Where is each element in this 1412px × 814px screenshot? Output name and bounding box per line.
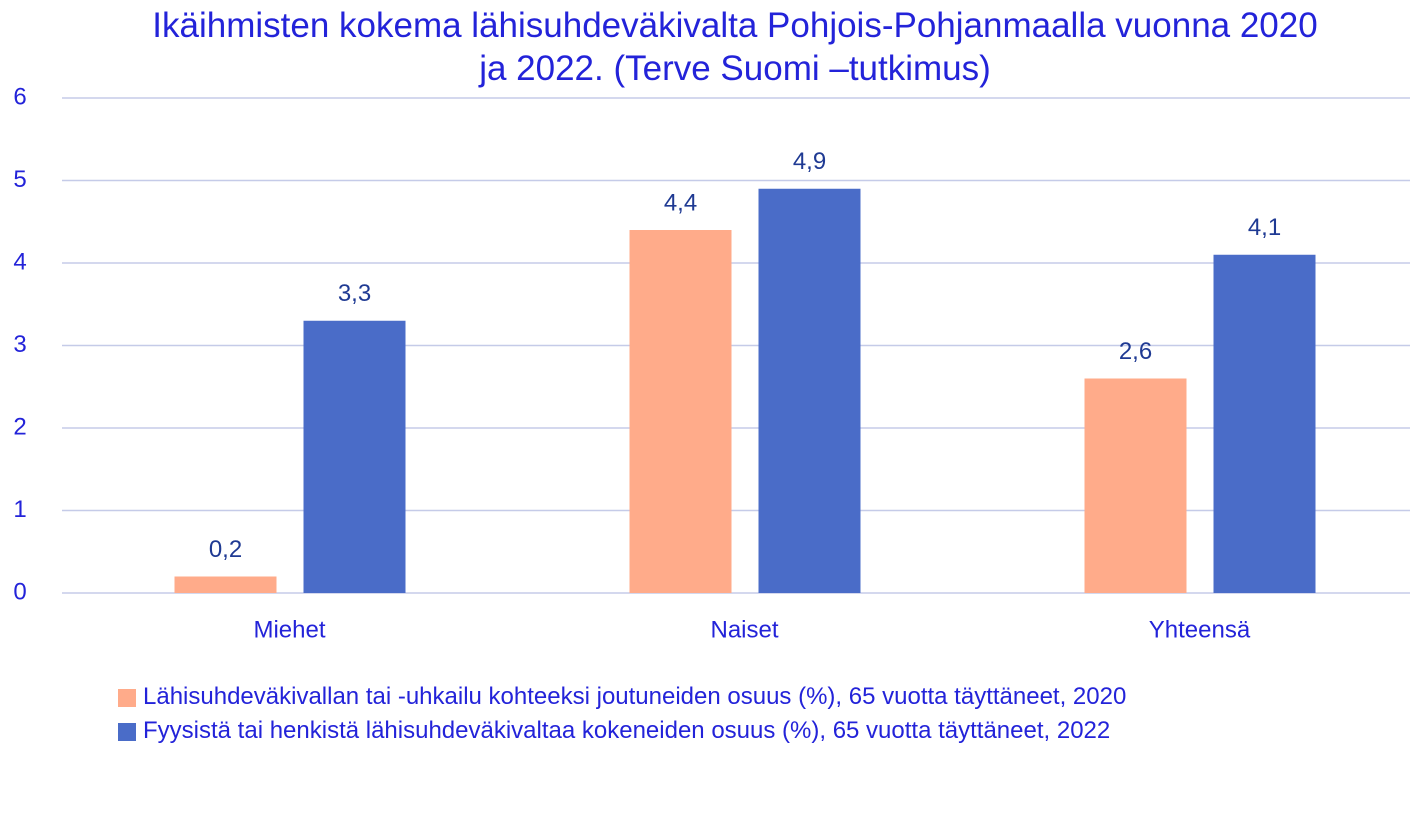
legend-swatch bbox=[118, 689, 136, 707]
chart-title: Ikäihmisten kokema lähisuhdeväkivalta Po… bbox=[152, 6, 1318, 88]
legend-label: Lähisuhdeväkivallan tai -uhkailu kohteek… bbox=[143, 683, 1127, 710]
bar bbox=[303, 320, 406, 593]
y-tick-label: 4 bbox=[13, 248, 26, 275]
y-tick-label: 1 bbox=[13, 496, 26, 523]
x-tick-label: Yhteensä bbox=[1149, 616, 1251, 643]
legend-swatch bbox=[118, 723, 136, 741]
data-label: 4,1 bbox=[1248, 214, 1281, 241]
y-tick-label: 0 bbox=[13, 578, 26, 605]
bar bbox=[174, 576, 277, 593]
x-tick-label: Naiset bbox=[710, 616, 778, 643]
legend: Lähisuhdeväkivallan tai -uhkailu kohteek… bbox=[118, 680, 1378, 748]
y-tick-label: 5 bbox=[13, 166, 26, 193]
bar bbox=[758, 188, 861, 593]
bar bbox=[629, 230, 732, 593]
legend-entry: Fyysistä tai henkistä lähisuhdeväkivalta… bbox=[118, 714, 1378, 748]
data-label: 0,2 bbox=[209, 536, 242, 563]
bar bbox=[1213, 254, 1316, 593]
y-tick-label: 2 bbox=[13, 413, 26, 440]
legend-entry: Lähisuhdeväkivallan tai -uhkailu kohteek… bbox=[118, 680, 1378, 714]
data-label: 4,4 bbox=[664, 189, 697, 216]
data-label: 4,9 bbox=[793, 148, 826, 175]
x-tick-label: Miehet bbox=[253, 616, 325, 643]
legend-label: Fyysistä tai henkistä lähisuhdeväkivalta… bbox=[143, 717, 1111, 744]
data-label: 3,3 bbox=[338, 280, 371, 307]
y-tick-label: 6 bbox=[13, 83, 26, 110]
data-label: 2,6 bbox=[1119, 338, 1152, 365]
bar bbox=[1084, 378, 1187, 593]
y-tick-label: 3 bbox=[13, 331, 26, 358]
